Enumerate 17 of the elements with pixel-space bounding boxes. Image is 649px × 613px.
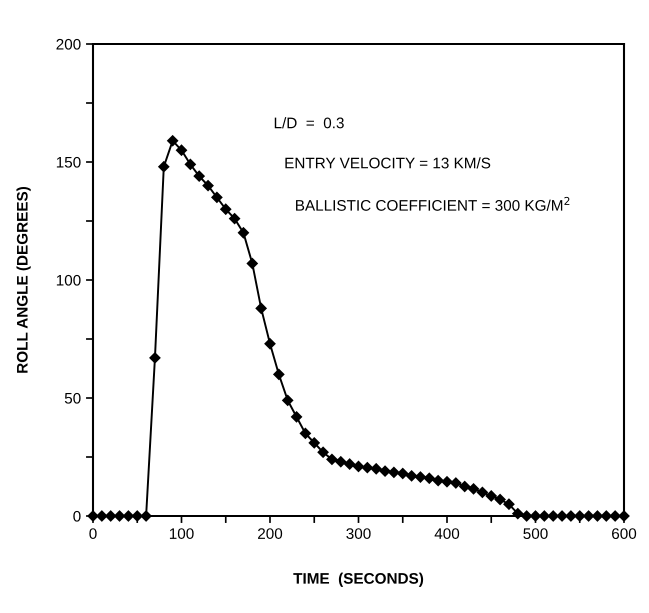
y-tick-label: 0 bbox=[73, 510, 81, 522]
x-axis-title: TIME (SECONDS) bbox=[293, 572, 424, 587]
x-tick-label: 200 bbox=[258, 528, 282, 540]
y-tick-label: 200 bbox=[56, 38, 81, 50]
y-tick-label: 150 bbox=[56, 156, 81, 168]
x-tick-label: 500 bbox=[523, 528, 548, 540]
x-tick-label: 0 bbox=[89, 528, 97, 540]
annotation: ENTRY VELOCITY = 13 KM/S bbox=[285, 157, 490, 168]
x-tick-label: 300 bbox=[346, 528, 371, 540]
annotation: BALLISTIC COEFFICIENT = 300 KG/M$^{2}$ bbox=[296, 196, 570, 211]
x-tick-label: 400 bbox=[434, 528, 460, 540]
y-tick-label: 50 bbox=[64, 392, 81, 404]
annotation: L/D = 0.3 bbox=[274, 117, 344, 128]
y-tick-label: 100 bbox=[56, 274, 81, 286]
x-tick-label: 100 bbox=[170, 528, 194, 540]
y-axis-title: ROLL ANGLE (DEGREES) bbox=[16, 186, 31, 373]
x-tick-label: 600 bbox=[612, 528, 636, 540]
